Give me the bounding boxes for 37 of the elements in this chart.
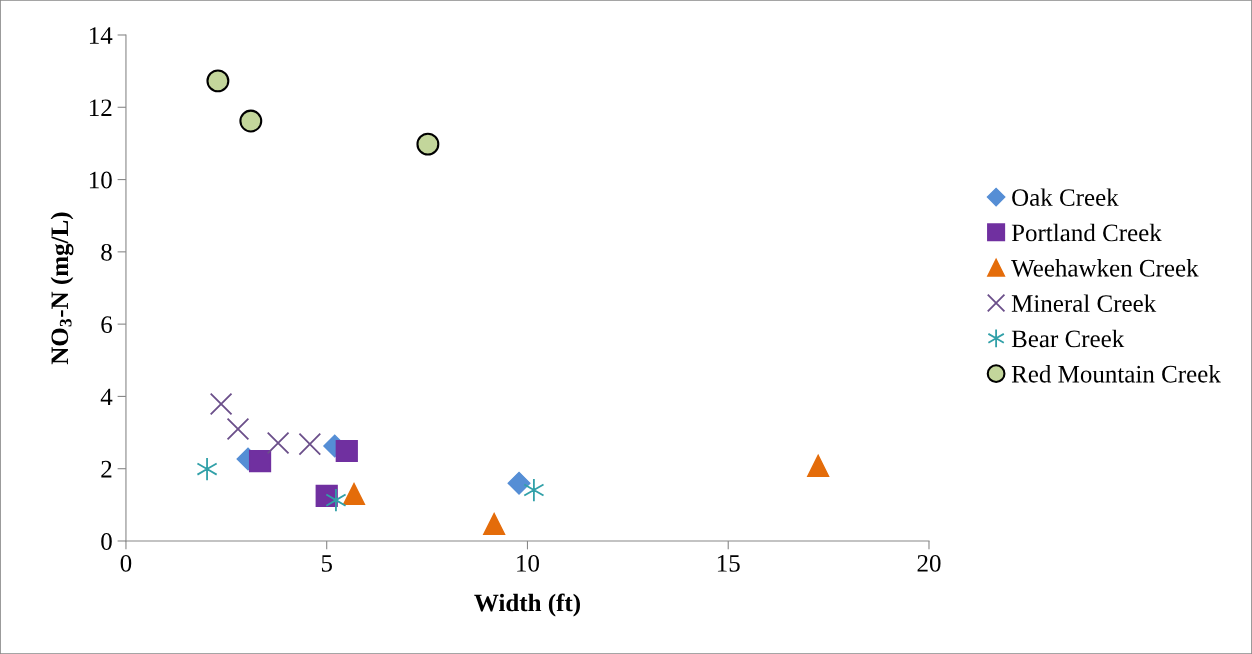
point — [335, 439, 358, 463]
point — [507, 471, 531, 495]
point — [298, 432, 322, 456]
point — [239, 109, 263, 133]
point — [523, 478, 545, 503]
legend-label: Oak Creek — [1012, 188, 1119, 207]
point — [325, 488, 347, 513]
legend-label: Portland Creek — [1011, 223, 1162, 242]
x-tick-label: 10 — [517, 554, 540, 572]
y-tick-label: 0 — [101, 533, 112, 550]
y-axis-title: NO$_{3}$-N (mg/L) — [50, 212, 74, 365]
legend-label: Red Mountain Creek — [1011, 365, 1221, 383]
point — [209, 392, 233, 416]
point — [266, 431, 290, 455]
y-tick-label: 14 — [89, 27, 113, 44]
y-tick-label: 6 — [101, 316, 113, 334]
y-tick-label: 10 — [89, 171, 112, 189]
point — [416, 132, 440, 156]
point — [483, 512, 506, 536]
y-tick-label: 4 — [100, 388, 113, 406]
y-tick-label: 12 — [89, 99, 112, 116]
x-tick-label: 20 — [917, 554, 941, 572]
y-tick-label: 2 — [101, 460, 112, 478]
point — [807, 454, 830, 477]
point — [248, 450, 272, 473]
point — [196, 457, 218, 482]
y-tick-label: 8 — [101, 243, 112, 261]
x-tick-label: 15 — [717, 555, 740, 572]
x-tick-label: 5 — [321, 555, 332, 572]
legend-label: Bear Creek — [1011, 329, 1125, 348]
point — [226, 417, 250, 441]
legend-label: Mineral Creek — [1011, 294, 1157, 312]
x-tick-label: 0 — [120, 554, 132, 572]
point — [342, 482, 366, 506]
legend-label: Weehawken Creek — [1011, 259, 1199, 277]
x-axis-title: Width (ft) — [474, 593, 580, 617]
point — [206, 69, 230, 93]
